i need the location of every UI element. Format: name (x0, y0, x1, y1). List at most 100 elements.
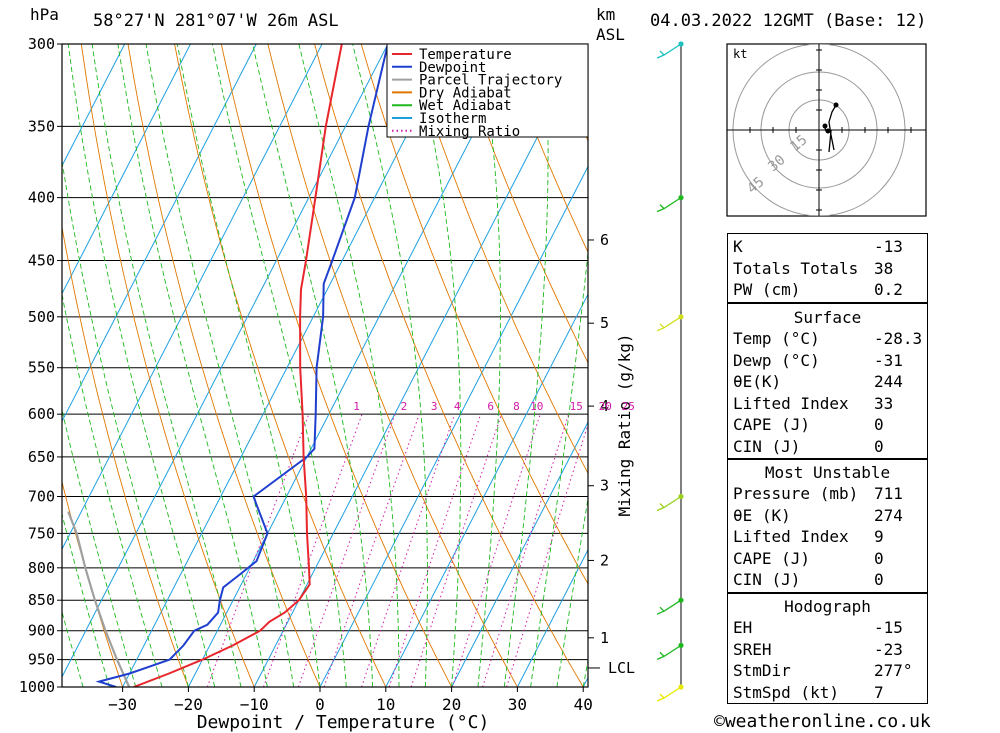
isotherm (187, 44, 520, 687)
index-row: Lifted Index 9 (728, 526, 927, 547)
index-value: 33 (874, 393, 894, 413)
index-value: 7 (874, 682, 884, 702)
wind-barb (656, 686, 682, 702)
hodograph-point (822, 123, 828, 129)
hodograph-unit-label: kt (733, 47, 747, 61)
isotherm (516, 548, 588, 687)
index-label: K (733, 237, 743, 256)
wet-adiabat (62, 292, 163, 687)
pressure-label-500: 500 (28, 308, 55, 326)
legend-entry: Dry Adiabat (419, 85, 512, 101)
mixing-ratio-6 (361, 414, 456, 687)
index-row: SREH -23 (728, 639, 927, 660)
wind-barb (656, 316, 682, 332)
km-tick-label: 6 (600, 231, 609, 249)
mixing-ratio-axis-label: Mixing Ratio (g/kg) (615, 333, 634, 516)
most-unstable-box: Most Unstable Pressure (mb) 711 θE (K) 274 L… (727, 458, 928, 594)
dry-adiabat (500, 44, 588, 254)
isotherm (62, 44, 126, 167)
x-tick-label: 40 (574, 695, 593, 714)
mixing-ratio-label: 2 (401, 400, 408, 413)
wet-adiabat (91, 44, 242, 687)
index-value: 0.2 (874, 280, 903, 300)
mixing-ratio-4 (323, 414, 420, 687)
mixing-ratio-label: 1 (353, 400, 360, 413)
pressure-label-900: 900 (28, 622, 55, 640)
wet-adiabat (145, 44, 295, 687)
km-tick-label: 5 (600, 314, 609, 332)
copyright[interactable]: ©weatheronline.co.uk (714, 711, 931, 732)
mixing-ratio-label: 4 (454, 400, 461, 413)
wind-barb (656, 644, 682, 660)
km-tick-label: 2 (600, 551, 609, 569)
mixing-ratio-2 (263, 414, 363, 687)
isotherm (62, 44, 191, 295)
parcel-trajectory-line (67, 511, 131, 687)
index-label: CAPE (J) (733, 548, 811, 568)
wet-adiabat (67, 44, 216, 687)
dry-adiabat (360, 44, 588, 585)
asl-label: ASL (596, 25, 625, 44)
index-value: 274 (874, 505, 903, 525)
temperature-line (133, 44, 343, 687)
index-label: StmDir (733, 661, 791, 681)
dry-adiabat (127, 44, 321, 687)
wet-adiabat (117, 44, 268, 687)
index-row: StmDir 277° (728, 660, 927, 681)
location-title: 58°27'N 281°07'W 26m ASL (93, 11, 339, 31)
isotherm (319, 165, 588, 687)
mixing-ratio-label: 8 (513, 400, 520, 413)
wet-adiabat (503, 44, 549, 687)
pressure-label-800: 800 (28, 559, 55, 577)
index-value: 38 (874, 258, 894, 278)
wind-barb (656, 197, 682, 213)
dry-adiabat (267, 44, 518, 687)
x-axis-label: Dewpoint / Temperature (°C) (197, 712, 490, 733)
index-label: Dewp (°C) (733, 350, 820, 370)
mixing-ratio-3 (297, 414, 396, 687)
index-row: CIN (J) 0 (728, 436, 927, 457)
legend-box (386, 43, 589, 138)
index-label: Pressure (mb) (733, 484, 859, 503)
index-label: Lifted Index (733, 527, 849, 547)
km-label: km (596, 5, 616, 24)
index-row: EH -15 (728, 617, 927, 638)
hodograph-trace (828, 104, 837, 151)
plot-frame (61, 43, 589, 688)
dry-adiabat (62, 480, 124, 687)
index-value: 277° (874, 661, 913, 681)
pressure-label-350: 350 (28, 117, 55, 135)
mixing-ratio-label: 25 (622, 400, 635, 413)
dry-adiabat (62, 225, 189, 687)
index-label: CAPE (J) (733, 415, 811, 435)
hodograph-point (833, 102, 839, 108)
wet-adiabat (477, 44, 501, 687)
lcl-label: LCL (608, 659, 635, 677)
index-value: 0 (874, 415, 884, 435)
wind-barb (656, 43, 682, 59)
dry-adiabat (921, 44, 1000, 687)
legend-entry: Isotherm (419, 111, 486, 127)
legend-entry: Wet Adiabat (419, 98, 512, 114)
index-label: θE(K) (733, 372, 782, 392)
wet-adiabat (530, 248, 588, 687)
index-row: CAPE (J) 0 (728, 548, 927, 569)
pressure-label-850: 850 (28, 591, 55, 609)
isotherm (62, 44, 389, 678)
isotherm (385, 293, 588, 687)
mixing-ratio-8 (388, 414, 482, 687)
wet-adiabat (413, 44, 462, 687)
dry-adiabat (220, 44, 452, 687)
pressure-label-450: 450 (28, 252, 55, 270)
km-tick-label: 3 (600, 477, 609, 495)
datetime-title: 04.03.2022 12GMT (Base: 12) (650, 11, 927, 31)
x-tick-label: −20 (174, 695, 203, 714)
pressure-label-1000: 1000 (19, 678, 55, 696)
legend-entry: Parcel Trajectory (419, 73, 562, 89)
index-value: 711 (874, 484, 903, 503)
index-row: CIN (J) 0 (728, 569, 927, 590)
pressure-label-750: 750 (28, 524, 55, 542)
isotherm (253, 44, 586, 687)
legend-entry: Temperature (419, 47, 512, 63)
